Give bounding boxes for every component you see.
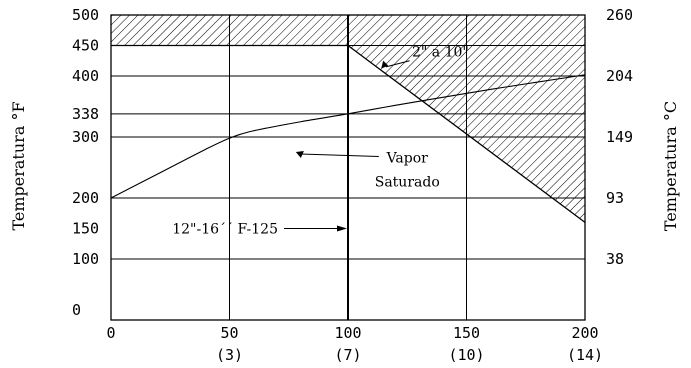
y-tick-left-0: 0 — [72, 301, 81, 319]
arrow-pipe-line — [385, 60, 410, 68]
x-sublabel-100: (7) — [334, 346, 361, 364]
y-tick-left-450: 450 — [72, 37, 99, 55]
y-tick-right-38: 38 — [606, 250, 624, 268]
y-tick-left-150: 150 — [72, 220, 99, 238]
series-line-0 — [110, 74, 586, 199]
arrow-f125-head — [337, 225, 347, 232]
x-tick-50: 50 — [220, 324, 238, 342]
x-tick-100: 100 — [334, 324, 361, 342]
y-tick-right-204: 204 — [606, 67, 633, 85]
y-tick-left-338: 338 — [72, 105, 99, 123]
x-sublabel-200: (14) — [567, 346, 603, 364]
x-sublabel-50: (3) — [216, 346, 243, 364]
y-axis-title-left: Temperatura °F — [9, 101, 28, 230]
annotation-f125: 12"-16´´ F-125 — [172, 222, 278, 238]
x-tick-150: 150 — [453, 324, 480, 342]
y-axis-title-right: Temperatura °C — [661, 101, 680, 231]
y-tick-left-300: 300 — [72, 128, 99, 146]
arrow-pipe-head — [381, 60, 389, 69]
y-tick-left-400: 400 — [72, 67, 99, 85]
x-tick-200: 200 — [571, 324, 598, 342]
arrow-vapor-head — [295, 150, 304, 158]
limit-line — [111, 44, 586, 223]
x-tick-0: 0 — [106, 324, 115, 342]
y-tick-left-100: 100 — [72, 250, 99, 268]
y-tick-right-260: 260 — [606, 6, 633, 24]
y-tick-left-500: 500 — [72, 6, 99, 24]
annotation-2-a-10: 2" a 10" — [412, 44, 469, 60]
x-sublabel-150: (10) — [448, 346, 484, 364]
y-tick-right-149: 149 — [606, 128, 633, 146]
annotation-vapor: Vapor — [386, 151, 429, 167]
y-tick-right-93: 93 — [606, 189, 624, 207]
annotation-saturado: Saturado — [375, 174, 440, 190]
arrow-vapor-line — [300, 153, 379, 158]
y-tick-left-200: 200 — [72, 189, 99, 207]
plot-frame — [110, 14, 586, 321]
